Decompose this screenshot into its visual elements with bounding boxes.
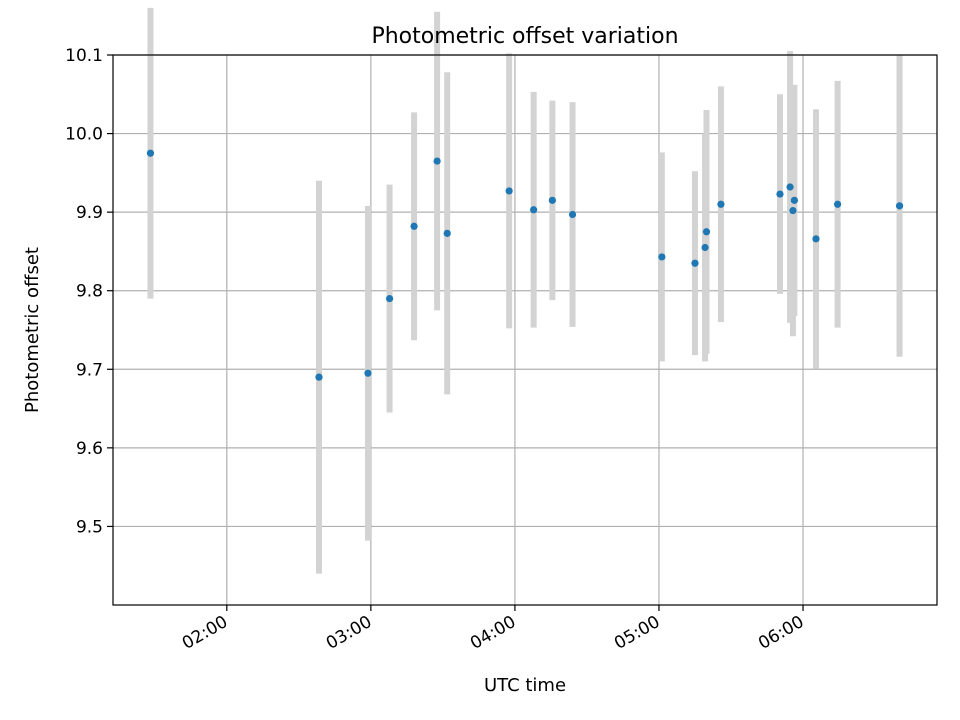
y-tick-label: 10.0: [65, 125, 103, 145]
y-tick-label: 9.7: [76, 360, 103, 380]
y-tick-label: 9.9: [76, 203, 103, 223]
data-point: [364, 369, 372, 377]
data-point: [315, 373, 323, 381]
data-point: [812, 235, 820, 243]
data-point: [385, 294, 394, 303]
data-point: [691, 259, 699, 267]
data-point: [717, 200, 725, 208]
data-point: [786, 183, 794, 191]
data-point: [658, 253, 666, 261]
data-point: [701, 243, 709, 252]
data-point: [776, 190, 784, 198]
data-point: [410, 222, 418, 230]
chart-title: Photometric offset variation: [371, 24, 678, 49]
y-tick-label: 9.8: [76, 282, 103, 302]
data-points: [146, 149, 904, 381]
data-point: [433, 157, 441, 165]
x-axis-label: UTC time: [484, 675, 566, 696]
data-point: [789, 206, 797, 215]
data-point: [505, 187, 513, 195]
data-point: [443, 229, 451, 237]
data-point: [702, 228, 711, 236]
y-axis-label: Photometric offset: [22, 247, 43, 413]
y-tick-label: 10.1: [65, 46, 103, 66]
data-point: [895, 202, 904, 210]
data-point: [530, 206, 538, 214]
data-point: [790, 196, 798, 204]
data-point: [146, 149, 155, 157]
data-point: [834, 200, 842, 208]
y-tick-label: 9.5: [76, 517, 103, 537]
data-point: [548, 196, 556, 204]
y-tick-label: 9.6: [76, 439, 103, 459]
data-point: [568, 210, 577, 219]
plot-area-frame: [112, 54, 938, 606]
